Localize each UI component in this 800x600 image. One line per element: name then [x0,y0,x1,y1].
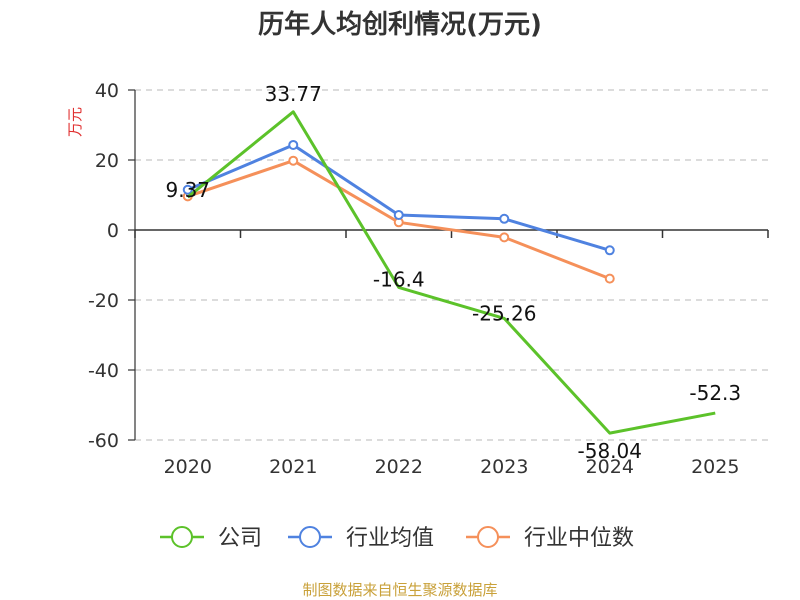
x-tick-label: 2020 [164,456,212,478]
legend-item-2[interactable]: 行业中位数 [466,526,634,551]
legend-marker [171,526,193,548]
x-tick-label: 2024 [586,456,634,478]
axes: 40 20 0 -20 -40 -60 2020 2021 2022 2023 2024 2025 [88,80,769,478]
y-tick-label: -40 [88,360,119,382]
legend-item-1[interactable]: 行业均值 [288,526,434,551]
data-point [604,273,615,284]
data-label: 33.77 [265,82,322,106]
series-line-0 [186,110,716,435]
series-lines [182,110,716,435]
data-labels: 9.37 33.77 -16.4 -25.26 -58.04 -52.3 [165,82,741,463]
data-label: 9.37 [165,178,210,202]
x-tick-label: 2021 [269,456,317,478]
gridlines [135,89,768,441]
data-label: -25.26 [472,301,536,325]
x-tick-label: 2023 [480,456,528,478]
x-tick-label: 2022 [375,456,423,478]
x-tick-label: 2025 [691,456,739,478]
y-tick-label: 40 [95,80,119,102]
legend-marker [477,526,499,548]
data-point [288,139,299,150]
series-line-1 [187,143,611,252]
data-label: -16.4 [373,267,425,291]
legend-marker [299,526,321,548]
y-tick-label: 0 [107,220,119,242]
data-point [499,213,510,224]
y-tick-label: 20 [95,150,119,172]
data-label: -58.04 [578,439,642,463]
chart-title: 历年人均创利情况(万元) [258,9,542,40]
legend-label: 公司 [218,526,262,551]
legend-item-0[interactable]: 公司 [160,526,262,551]
data-point [499,232,510,243]
data-point [604,245,615,256]
data-point [288,155,299,166]
y-tick-label: -20 [88,290,119,312]
data-point [182,184,193,195]
legend-label: 行业均值 [346,526,434,551]
legend-label: 行业中位数 [524,526,634,551]
data-point [393,209,404,220]
y-tick-label: -60 [88,430,119,452]
source-note: 制图数据来自恒生聚源数据库 [302,581,497,599]
legend[interactable]: 公司 行业均值 行业中位数 [160,526,634,551]
y-axis-label: 万元 [66,107,84,137]
data-label: -52.3 [689,381,741,405]
